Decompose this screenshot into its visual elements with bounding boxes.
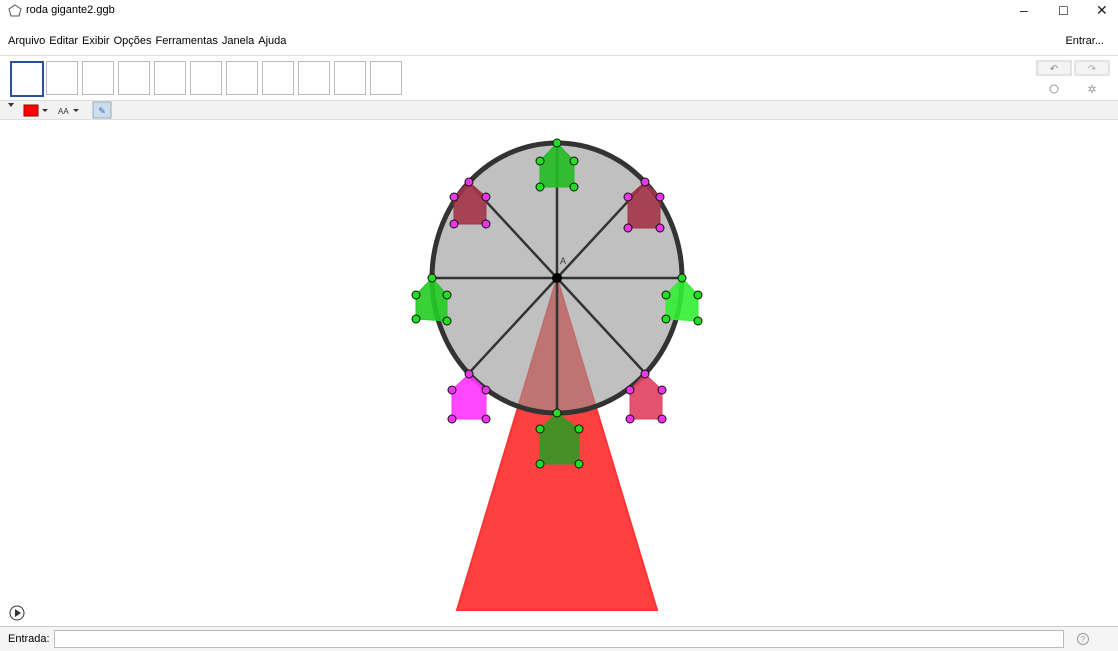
cabin-vertex bbox=[412, 291, 420, 299]
cabin-vertex bbox=[536, 425, 544, 433]
input-field[interactable] bbox=[54, 630, 1064, 648]
cabin-vertex bbox=[694, 317, 702, 325]
minimize-button[interactable]: – bbox=[1020, 2, 1028, 18]
style-controls: AA ✎ bbox=[0, 101, 120, 119]
menu-item[interactable]: Arquivo bbox=[8, 35, 45, 47]
tool-button[interactable] bbox=[82, 61, 114, 95]
undo-redo: ↶ ↷ ✲ bbox=[1036, 60, 1112, 96]
cabin-vertex bbox=[575, 460, 583, 468]
cabin-vertex bbox=[656, 224, 664, 232]
cabin-vertex bbox=[575, 425, 583, 433]
cabin-vertex bbox=[570, 183, 578, 191]
menu-item[interactable]: Ferramentas bbox=[155, 35, 217, 47]
cabin-vertex bbox=[448, 386, 456, 394]
cabin-vertex bbox=[482, 220, 490, 228]
cabin-vertex bbox=[658, 415, 666, 423]
text-size[interactable]: AA bbox=[58, 107, 69, 116]
svg-text:↷: ↷ bbox=[1088, 64, 1097, 75]
cabin-vertex bbox=[694, 291, 702, 299]
menu-item[interactable]: Exibir bbox=[82, 35, 110, 47]
cabin-vertex bbox=[536, 157, 544, 165]
window-title: roda gigante2.ggb bbox=[26, 4, 115, 16]
svg-text:↶: ↶ bbox=[1050, 64, 1058, 75]
app-icon bbox=[8, 4, 22, 18]
close-button[interactable]: ✕ bbox=[1096, 2, 1108, 19]
menu-item[interactable]: Janela bbox=[222, 35, 254, 47]
tool-button[interactable]: α bbox=[262, 61, 294, 95]
cabin-vertex bbox=[658, 386, 666, 394]
graphics-view: A bbox=[0, 119, 1118, 625]
help-icon[interactable]: ? bbox=[1076, 632, 1090, 646]
cabin-vertex bbox=[443, 291, 451, 299]
svg-text:✎: ✎ bbox=[98, 106, 106, 116]
style-bar: AA ✎ bbox=[0, 100, 1118, 120]
cabin-vertex bbox=[656, 193, 664, 201]
cabin-vertex bbox=[482, 193, 490, 201]
cabin-vertex bbox=[482, 386, 490, 394]
cabin-vertex bbox=[450, 193, 458, 201]
cabin-vertex bbox=[482, 415, 490, 423]
cabin-vertex bbox=[624, 224, 632, 232]
tool-button[interactable]: a=2 bbox=[334, 61, 366, 95]
cabin-vertex bbox=[412, 315, 420, 323]
tool-button[interactable] bbox=[190, 61, 222, 95]
cabin-vertex bbox=[465, 178, 473, 186]
center-point bbox=[552, 273, 562, 283]
cabin-vertex bbox=[678, 274, 686, 282]
point-label: A bbox=[560, 256, 566, 266]
title-bar: roda gigante2.ggb – ☐ ✕ bbox=[0, 0, 1118, 22]
menu-item[interactable]: Opções bbox=[114, 35, 152, 47]
maximize-button[interactable]: ☐ bbox=[1058, 4, 1069, 18]
cabin-vertex bbox=[570, 157, 578, 165]
tool-button[interactable] bbox=[370, 61, 402, 95]
cabin-vertex bbox=[641, 178, 649, 186]
cabin-vertex bbox=[641, 370, 649, 378]
cabin-vertex bbox=[465, 370, 473, 378]
tool-button[interactable]: A bbox=[46, 61, 78, 95]
cabin-vertex bbox=[428, 274, 436, 282]
input-label: Entrada: bbox=[8, 633, 50, 645]
menu-item[interactable]: Editar bbox=[49, 35, 78, 47]
tool-button[interactable] bbox=[298, 61, 330, 95]
svg-text:✲: ✲ bbox=[1087, 84, 1096, 96]
login-button[interactable]: Entrar... bbox=[1065, 35, 1104, 47]
cabin-vertex bbox=[626, 415, 634, 423]
cabin-vertex bbox=[662, 315, 670, 323]
input-bar: Entrada: ? bbox=[0, 626, 1118, 651]
geogebra-window: roda gigante2.ggb – ☐ ✕ Arquivo Editar Exi… bbox=[0, 0, 1118, 650]
cabin-vertex bbox=[626, 386, 634, 394]
cabin-vertex bbox=[624, 193, 632, 201]
cabin-vertex bbox=[536, 460, 544, 468]
tool-button[interactable] bbox=[154, 61, 186, 95]
cabin-vertex bbox=[450, 220, 458, 228]
cabin-vertex bbox=[536, 183, 544, 191]
menu-item[interactable]: Ajuda bbox=[258, 35, 286, 47]
tool-button[interactable] bbox=[10, 61, 44, 97]
cabin-vertex bbox=[662, 291, 670, 299]
cabin-vertex bbox=[553, 139, 561, 147]
tool-button[interactable] bbox=[118, 61, 150, 95]
tool-button[interactable] bbox=[226, 61, 258, 95]
cabin-vertex bbox=[448, 415, 456, 423]
svg-text:?: ? bbox=[1081, 635, 1086, 644]
cabin-vertex bbox=[553, 409, 561, 417]
cabin-vertex bbox=[443, 317, 451, 325]
toolbar: ↶ ↷ ✲ Aα a=2 bbox=[0, 55, 1118, 101]
